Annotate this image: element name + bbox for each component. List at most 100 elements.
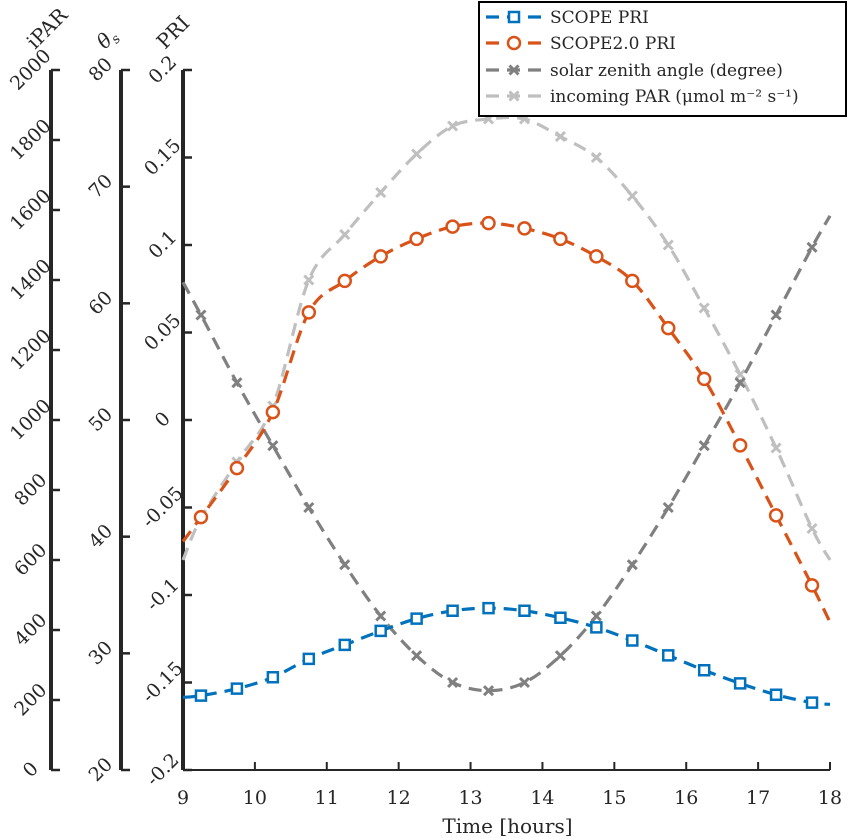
data-point xyxy=(337,273,352,289)
ipar-tick-label: 1400 xyxy=(6,255,56,305)
x-tick-label: 13 xyxy=(458,787,482,809)
data-point xyxy=(481,215,496,231)
data-point xyxy=(517,221,532,236)
data-point xyxy=(375,610,387,622)
data-point xyxy=(590,621,603,634)
pri-tick-label: -0.1 xyxy=(142,574,183,615)
x-axis-title: Time [hours] xyxy=(442,814,572,838)
x-tick-label: 15 xyxy=(602,787,626,809)
pri-tick-label: 0.1 xyxy=(144,226,181,263)
theta-axis-title: θs xyxy=(92,23,125,56)
ipar-tick-label: 600 xyxy=(10,539,51,580)
data-point xyxy=(769,688,783,701)
series-line xyxy=(182,606,831,706)
data-point xyxy=(732,438,748,453)
data-point xyxy=(339,228,351,241)
theta-tick-label: 50 xyxy=(84,403,117,436)
data-point xyxy=(768,508,784,523)
data-point xyxy=(265,404,281,420)
x-tick-label: 12 xyxy=(387,787,411,809)
data-point xyxy=(734,368,746,381)
data-point xyxy=(734,377,746,389)
pri-tick-label: -0.2 xyxy=(142,749,183,790)
theta-tick-label: 30 xyxy=(84,637,117,670)
x-tick-label: 17 xyxy=(746,787,770,809)
theta-tick-label: 60 xyxy=(84,287,117,320)
data-point xyxy=(697,664,711,677)
data-point xyxy=(554,650,566,662)
data-point xyxy=(804,578,820,593)
data-point xyxy=(806,241,818,253)
legend-label: SCOPE2.0 PRI xyxy=(550,34,676,54)
data-point xyxy=(410,612,423,625)
ipar-tick-label: 1200 xyxy=(6,325,56,375)
data-point xyxy=(338,638,351,652)
ipar-tick-label: 1600 xyxy=(6,185,56,235)
data-point xyxy=(770,309,782,321)
data-point xyxy=(374,624,387,638)
series-line xyxy=(181,115,832,561)
data-point xyxy=(266,671,280,684)
data-point xyxy=(230,682,244,695)
series-3 xyxy=(181,113,832,561)
pri-tick-label: 0.05 xyxy=(140,310,185,355)
data-point xyxy=(231,377,243,389)
ipar-tick-label: 800 xyxy=(10,469,51,510)
x-tick-label: 10 xyxy=(243,787,267,809)
x-tick-label: 11 xyxy=(315,787,339,809)
legend-label: SCOPE PRI xyxy=(550,8,649,28)
x-tick-label: 9 xyxy=(177,787,189,809)
pri-axis-title: PRI xyxy=(152,11,195,54)
legend-swatch-marker xyxy=(507,10,521,24)
series-0 xyxy=(182,601,831,709)
data-point xyxy=(447,676,459,689)
data-point xyxy=(267,440,279,452)
data-point xyxy=(554,130,566,143)
data-point xyxy=(518,676,531,689)
data-point xyxy=(554,611,567,624)
data-point xyxy=(373,249,388,264)
legend-label: incoming PAR (μmol m⁻² s⁻¹) xyxy=(550,87,799,107)
data-point xyxy=(589,249,604,264)
data-point xyxy=(411,148,423,160)
data-point xyxy=(445,219,460,234)
series-layer xyxy=(181,113,832,709)
data-point xyxy=(590,610,602,622)
legend-swatch-marker xyxy=(508,90,520,102)
data-point xyxy=(194,689,208,702)
ipar-axis-title: iPAR xyxy=(22,2,73,53)
data-point xyxy=(698,440,710,452)
ipar-tick-label: 2000 xyxy=(6,45,56,95)
legend-label: solar zenith angle (degree) xyxy=(550,61,783,81)
data-point xyxy=(195,309,207,321)
data-point xyxy=(626,634,639,647)
theta-tick-label: 70 xyxy=(84,170,117,203)
legend-items: SCOPE PRI SCOPE2.0 PRI solar zenith angle … xyxy=(486,8,799,107)
data-point xyxy=(662,501,674,514)
data-point xyxy=(733,677,747,690)
pri-tick-label: 0 xyxy=(151,408,175,432)
data-point xyxy=(411,650,423,662)
x-tick-label: 14 xyxy=(530,787,554,809)
data-point xyxy=(447,120,459,132)
data-point xyxy=(302,652,316,666)
x-tick-label: 16 xyxy=(674,787,698,809)
ipar-tick-label: 400 xyxy=(10,609,51,650)
pri-tick-label: 0.15 xyxy=(140,135,185,180)
data-point xyxy=(661,320,676,336)
legend: SCOPE PRI SCOPE2.0 PRI solar zenith angle … xyxy=(478,1,847,117)
ipar-tick-label: 0 xyxy=(19,758,43,782)
data-point xyxy=(805,696,819,709)
data-point xyxy=(482,601,495,615)
data-point xyxy=(518,604,531,617)
data-point xyxy=(339,559,351,571)
data-point xyxy=(375,186,387,199)
data-point xyxy=(303,501,315,514)
ipar-tick-label: 1000 xyxy=(6,395,56,445)
data-point xyxy=(626,559,638,571)
theta-tick-label: 80 xyxy=(84,53,117,86)
theta-tick-label: 20 xyxy=(84,753,117,786)
pri-tick-label: -0.05 xyxy=(138,482,188,532)
series-1 xyxy=(181,215,832,623)
legend-item: SCOPE PRI xyxy=(486,8,649,28)
